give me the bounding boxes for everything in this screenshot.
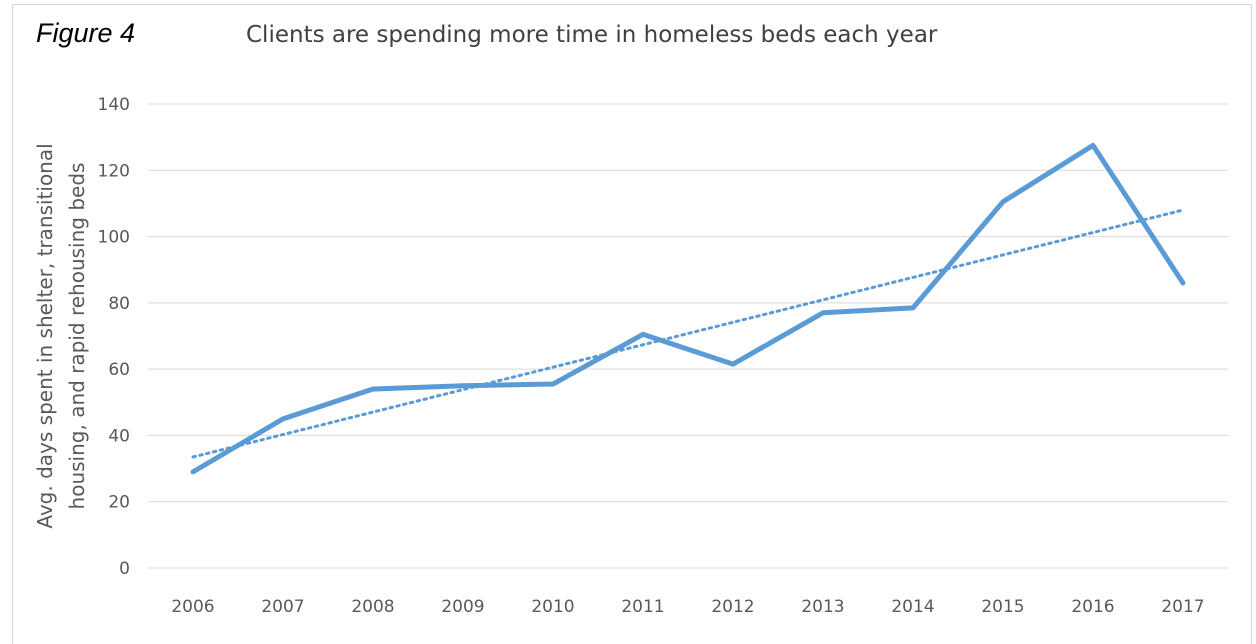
y-tick-label: 140	[98, 95, 130, 115]
x-tick-label: 2008	[351, 597, 394, 617]
y-tick-label: 20	[108, 493, 130, 513]
series-line	[193, 145, 1183, 471]
x-tick-label: 2016	[1071, 597, 1114, 617]
y-tick-label: 40	[108, 426, 130, 446]
x-tick-label: 2007	[261, 597, 304, 617]
y-tick-label: 80	[108, 294, 130, 314]
x-tick-label: 2011	[621, 597, 664, 617]
y-tick-label: 120	[98, 161, 130, 181]
x-tick-label: 2014	[891, 597, 934, 617]
x-axis-tick-labels: 2006 2007 2008 2009 2010 2011 2012 2013 2014 2015…	[171, 597, 1204, 617]
y-tick-label: 0	[119, 559, 130, 579]
y-axis-title-line: housing, and rapid rehousing beds	[65, 163, 89, 510]
x-tick-label: 2012	[711, 597, 754, 617]
y-axis-title: Avg. days spent in shelter, transitional…	[33, 143, 89, 528]
series-lines	[193, 145, 1183, 472]
x-tick-label: 2009	[441, 597, 484, 617]
y-axis-tick-labels: 0 20 40 60 80 100 120 140	[98, 95, 130, 579]
y-tick-label: 100	[98, 228, 130, 248]
trendline-path	[193, 210, 1183, 457]
gridlines	[148, 104, 1228, 568]
x-tick-label: 2015	[981, 597, 1024, 617]
x-tick-label: 2006	[171, 597, 214, 617]
trendline	[193, 210, 1183, 457]
x-tick-label: 2010	[531, 597, 574, 617]
y-axis-title-line: Avg. days spent in shelter, transitional	[33, 143, 57, 528]
x-tick-label: 2017	[1161, 597, 1204, 617]
y-tick-label: 60	[108, 360, 130, 380]
x-tick-label: 2013	[801, 597, 844, 617]
